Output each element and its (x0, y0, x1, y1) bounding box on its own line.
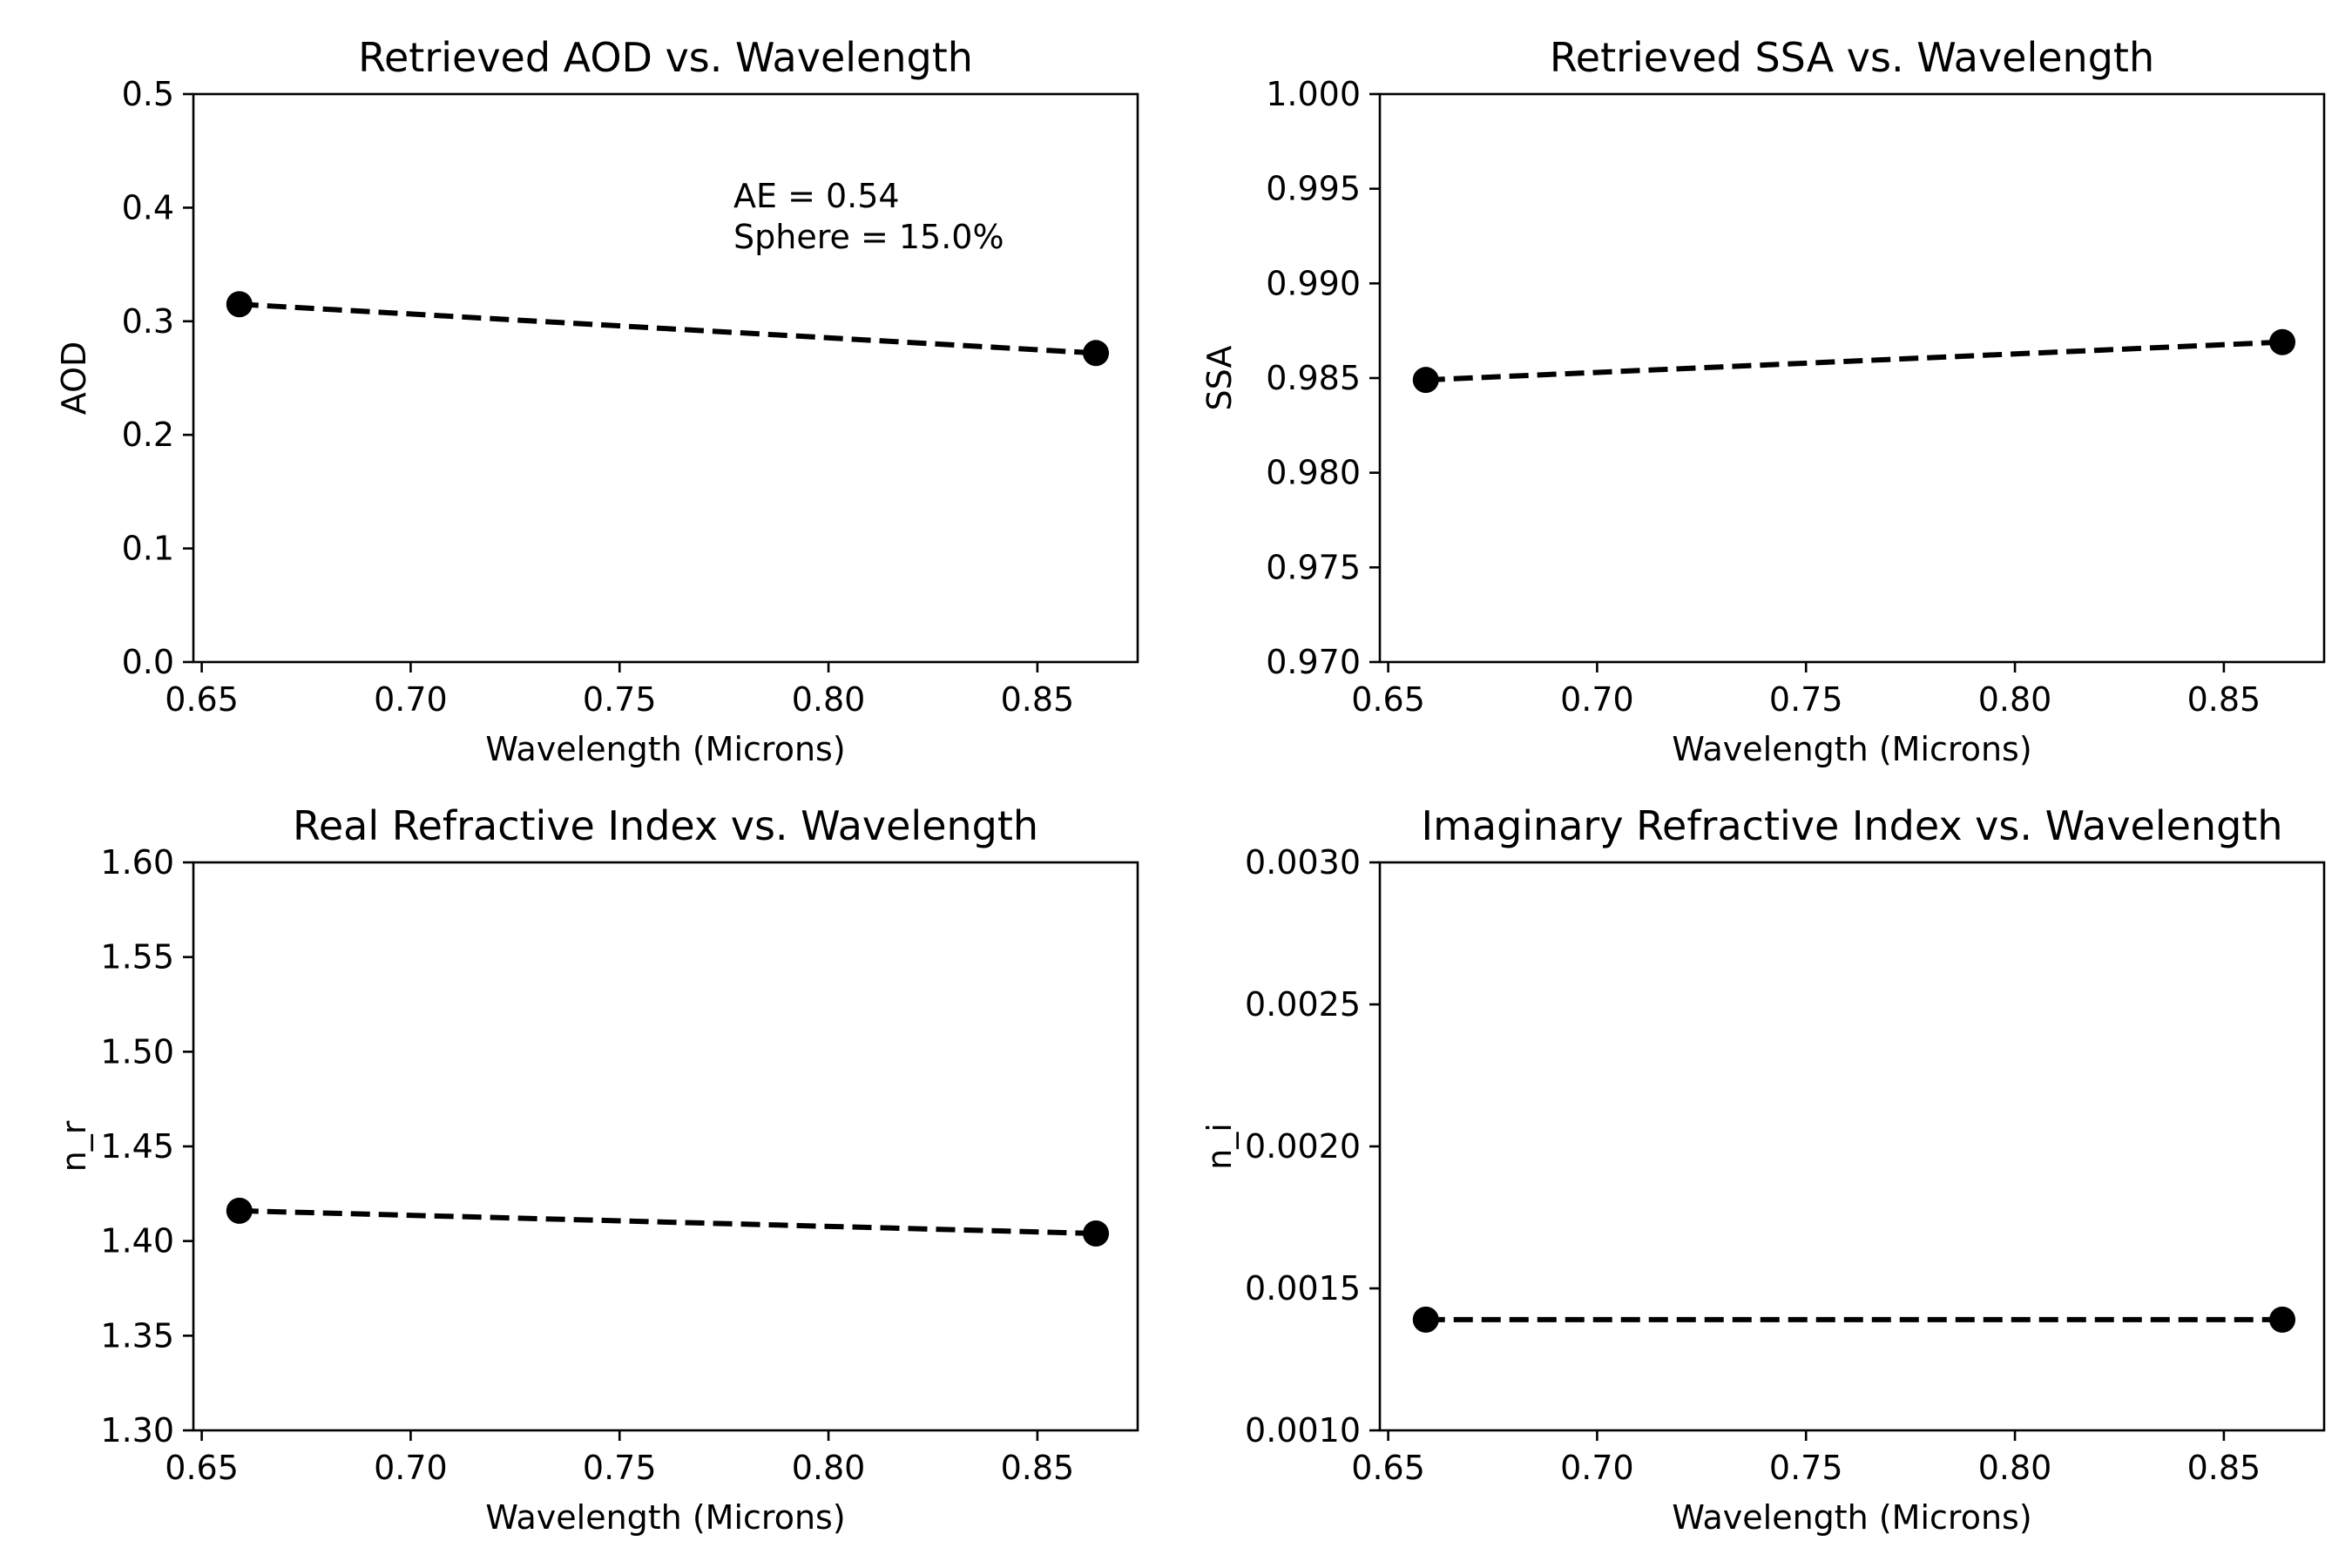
x-tick-label: 0.70 (374, 1449, 448, 1487)
data-point (2269, 328, 2296, 355)
x-tick-label: 0.70 (374, 680, 448, 719)
y-axis-label: n_r (55, 1120, 93, 1172)
y-tick-label: 0.980 (1266, 454, 1361, 492)
y-tick-label: 1.35 (100, 1316, 174, 1355)
data-point (1412, 367, 1439, 394)
y-tick-label: 0.0010 (1245, 1411, 1361, 1450)
x-tick-label: 0.85 (2187, 1449, 2261, 1487)
data-point (226, 291, 253, 318)
x-tick-label: 0.85 (1001, 1449, 1075, 1487)
y-tick-label: 0.1 (122, 530, 174, 568)
y-tick-label: 1.30 (100, 1411, 174, 1450)
chart-title: Real Refractive Index vs. Wavelength (293, 802, 1038, 849)
y-tick-label: 0.2 (122, 416, 174, 454)
y-tick-label: 1.40 (100, 1222, 174, 1260)
chart-title: Retrieved AOD vs. Wavelength (358, 34, 973, 81)
y-tick-label: 0.975 (1266, 548, 1361, 586)
x-axis-label: Wavelength (Microns) (1672, 1498, 2031, 1537)
y-tick-label: 0.0015 (1245, 1269, 1361, 1308)
x-tick-label: 0.80 (1978, 1449, 2052, 1487)
x-tick-label: 0.65 (1351, 1449, 1425, 1487)
plot-frame (1378, 861, 2326, 1432)
x-tick-label: 0.80 (792, 1449, 866, 1487)
y-tick-label: 1.45 (100, 1127, 174, 1166)
data-point (226, 1197, 253, 1224)
x-axis-label: Wavelength (Microns) (1672, 730, 2031, 768)
y-tick-label: 0.0020 (1245, 1127, 1361, 1166)
subplot-aod: Retrieved AOD vs. Wavelength 0.65 0.70 0.75… (55, 34, 1139, 768)
annotation-text: Sphere = 15.0% (733, 218, 1004, 256)
y-axis-label: SSA (1200, 346, 1239, 411)
y-tick-label: 0.990 (1266, 264, 1361, 302)
y-axis-label: AOD (55, 341, 93, 416)
chart-title: Imaginary Refractive Index vs. Wavelengt… (1422, 802, 2283, 849)
plot-frame (192, 92, 1139, 664)
x-axis-label: Wavelength (Microns) (485, 1498, 845, 1537)
y-tick-label: 0.0030 (1245, 843, 1361, 882)
x-tick-label: 0.75 (583, 1449, 657, 1487)
data-point (2269, 1306, 2296, 1333)
y-tick-label: 0.970 (1266, 643, 1361, 681)
series-line (239, 1207, 1097, 1236)
y-tick-label: 1.55 (100, 938, 174, 977)
y-tick-label: 0.995 (1266, 170, 1361, 208)
plot-frame (192, 861, 1139, 1432)
series-line (1425, 339, 2283, 383)
y-tick-label: 0.0 (122, 643, 174, 681)
x-axis-label: Wavelength (Microns) (485, 730, 845, 768)
y-tick-label: 1.60 (100, 843, 174, 882)
x-tick-label: 0.85 (2187, 680, 2261, 719)
x-tick-label: 0.65 (165, 1449, 239, 1487)
y-axis-label: n_i (1200, 1123, 1239, 1170)
x-tick-label: 0.70 (1560, 1449, 1634, 1487)
data-point (1083, 1220, 1110, 1247)
x-tick-label: 0.85 (1001, 680, 1075, 719)
y-tick-label: 0.5 (122, 75, 174, 113)
chart-title: Retrieved SSA vs. Wavelength (1550, 34, 2154, 81)
x-tick-label: 0.75 (583, 680, 657, 719)
y-tick-label: 1.50 (100, 1032, 174, 1071)
subplot-ssa: Retrieved SSA vs. Wavelength 0.65 0.70 0.75… (1200, 34, 2326, 768)
y-tick-label: 1.000 (1266, 75, 1361, 113)
subplot-real-ri: Real Refractive Index vs. Wavelength 0.65… (55, 802, 1139, 1537)
series-line (239, 301, 1097, 356)
x-tick-label: 0.65 (165, 680, 239, 719)
x-tick-label: 0.80 (792, 680, 866, 719)
y-tick-label: 0.985 (1266, 359, 1361, 397)
x-tick-label: 0.70 (1560, 680, 1634, 719)
data-point (1412, 1306, 1439, 1333)
annotation-text: AE = 0.54 (733, 177, 900, 215)
subplot-imag-ri: Imaginary Refractive Index vs. Wavelengt… (1200, 802, 2326, 1537)
y-tick-label: 0.3 (122, 302, 174, 341)
y-tick-label: 0.0025 (1245, 985, 1361, 1024)
x-tick-label: 0.80 (1978, 680, 2052, 719)
y-tick-label: 0.4 (122, 188, 174, 226)
x-tick-label: 0.65 (1351, 680, 1425, 719)
x-tick-label: 0.75 (1769, 1449, 1843, 1487)
plot-frame (1378, 92, 2326, 664)
data-point (1083, 340, 1110, 367)
x-tick-label: 0.75 (1769, 680, 1843, 719)
